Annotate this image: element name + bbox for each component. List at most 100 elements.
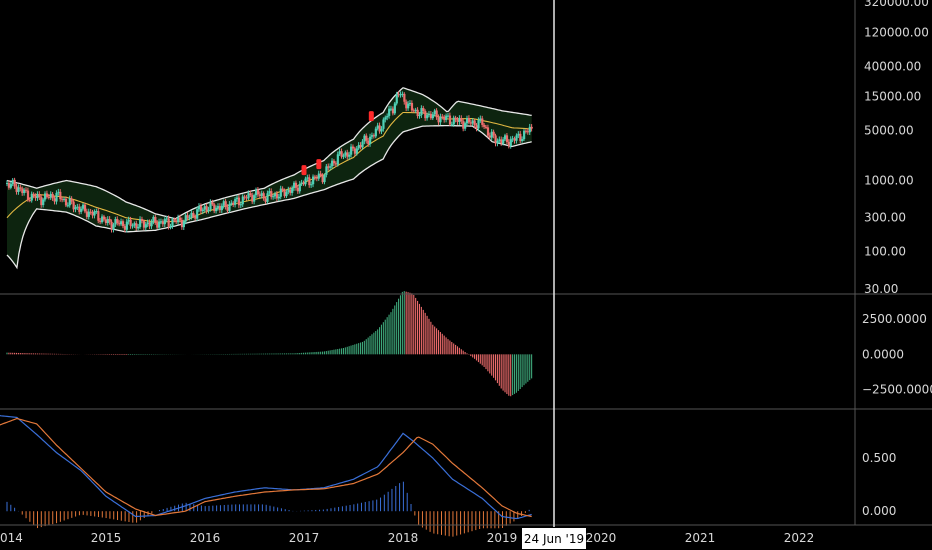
candle-body xyxy=(19,187,22,189)
candle-body xyxy=(220,205,223,211)
candle-body xyxy=(293,182,296,188)
candle-body xyxy=(264,198,267,202)
candle-body xyxy=(209,202,212,210)
candle-body xyxy=(239,204,242,206)
candle-body xyxy=(218,206,222,211)
y-tick-label: 320000.00 xyxy=(864,0,929,9)
candle-body xyxy=(184,215,187,222)
candle-body xyxy=(526,131,530,133)
candle-body xyxy=(483,124,486,127)
candle-body xyxy=(99,220,102,223)
candle-body xyxy=(268,191,271,194)
candle-body xyxy=(420,108,423,116)
candle-body xyxy=(101,216,104,223)
candle-body xyxy=(530,126,533,129)
candle-body xyxy=(355,148,358,154)
candle-body xyxy=(310,184,313,186)
candle-body xyxy=(133,223,136,226)
y-tick-label: 100.00 xyxy=(864,245,906,259)
bollinger-lower-line xyxy=(6,124,532,270)
candle-body xyxy=(433,110,436,115)
candle-body xyxy=(481,118,484,125)
candle-body xyxy=(272,196,275,198)
x-tick-label: 2019 xyxy=(487,531,518,545)
y-tick-label: 2500.0000 xyxy=(862,312,927,326)
candle-body xyxy=(140,219,144,222)
candle-body xyxy=(83,204,87,212)
candle-body xyxy=(53,198,56,202)
candle-body xyxy=(26,190,30,200)
candle-body xyxy=(7,183,11,188)
candle-body xyxy=(78,206,81,212)
candle-body xyxy=(87,211,90,217)
candle-body xyxy=(178,217,182,220)
candle-body xyxy=(479,118,482,121)
candle-body xyxy=(125,221,128,230)
candle-body xyxy=(521,139,524,141)
candle-body xyxy=(245,197,248,199)
candle-body xyxy=(473,120,476,126)
candle-body xyxy=(456,119,459,122)
candle-body xyxy=(348,154,351,157)
candle-body xyxy=(110,221,113,230)
crosshair[interactable]: 24 Jun '19 xyxy=(522,0,586,549)
candle-body xyxy=(321,175,324,183)
y-tick-label: 0.500 xyxy=(862,451,896,465)
candle-body xyxy=(361,141,364,148)
candle-body xyxy=(44,193,47,200)
candle-body xyxy=(298,184,301,192)
candle-body xyxy=(399,94,402,96)
candle-body xyxy=(517,133,520,136)
y-tick-label: 0.0000 xyxy=(862,347,904,361)
candle-body xyxy=(156,222,159,228)
candle-body xyxy=(302,182,305,185)
candle-body xyxy=(144,224,147,228)
candle-body xyxy=(439,116,442,123)
candle-body xyxy=(490,131,493,138)
candle-body xyxy=(410,102,414,111)
candle-body xyxy=(182,221,185,228)
candle-body xyxy=(300,182,303,185)
candle-body xyxy=(148,222,151,227)
candle-body xyxy=(42,199,45,206)
candle-body xyxy=(331,160,334,167)
candle-body xyxy=(397,94,400,96)
candle-body xyxy=(287,189,290,193)
candle-body xyxy=(159,221,163,223)
candle-body xyxy=(68,198,71,206)
candle-body xyxy=(116,219,119,224)
candle-body xyxy=(216,206,220,208)
candle-body xyxy=(294,182,298,188)
candle-body xyxy=(102,216,106,220)
candle-body xyxy=(351,146,355,149)
candle-body xyxy=(57,191,60,193)
candle-body xyxy=(465,118,469,124)
candle-body xyxy=(64,198,68,206)
candle-body xyxy=(367,140,370,145)
candle-body xyxy=(498,139,501,141)
candle-body xyxy=(215,207,218,212)
candle-body xyxy=(427,113,431,116)
signal-marker xyxy=(301,165,307,176)
candle-body xyxy=(6,183,9,185)
candle-body xyxy=(327,166,330,168)
candle-body xyxy=(446,115,450,117)
blue-line xyxy=(0,415,532,520)
candle-body xyxy=(91,211,94,216)
candle-body xyxy=(414,109,417,111)
candle-body xyxy=(342,155,345,157)
candle-body xyxy=(471,120,474,124)
candle-body xyxy=(131,225,134,227)
candle-body xyxy=(123,226,127,230)
candle-body xyxy=(496,140,499,144)
candle-body xyxy=(262,193,265,199)
x-tick-label: 2022 xyxy=(784,531,815,545)
candle-body xyxy=(152,216,155,222)
candle-body xyxy=(384,117,387,120)
candle-body xyxy=(175,220,178,223)
x-tick-label: 2021 xyxy=(685,531,716,545)
candle-body xyxy=(329,166,332,168)
candle-body xyxy=(15,186,18,192)
candle-body xyxy=(492,131,495,136)
y-tick-label: 300.00 xyxy=(864,211,906,225)
